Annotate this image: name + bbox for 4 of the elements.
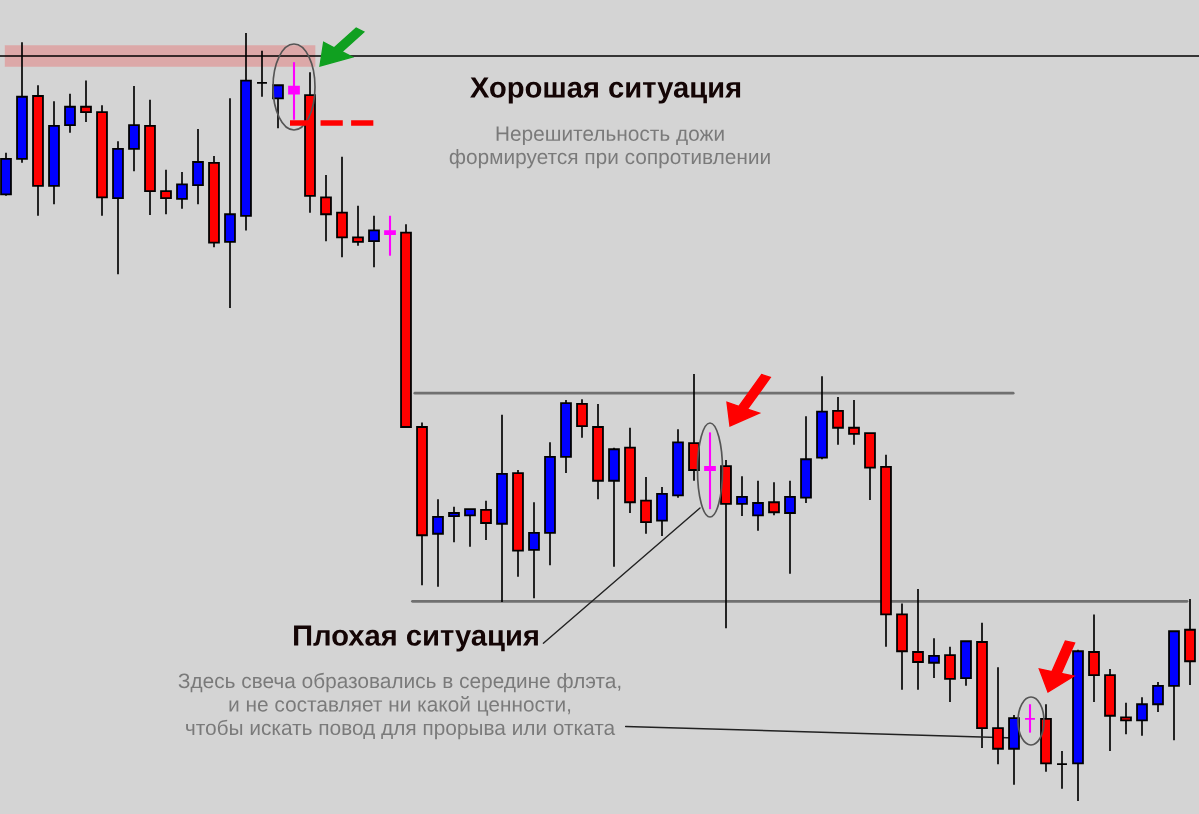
annotation: Здесь свеча образовались в середине флэта, и не составляет ни какой ценности, чтобы искать повод для прорыва или отката [178, 672, 621, 740]
annotation: Нерешительность дожи формируется при сопротивлении [449, 126, 770, 169]
annotation: Хорошая ситуация [470, 77, 741, 104]
annotation: Плохая ситуация [294, 625, 538, 652]
